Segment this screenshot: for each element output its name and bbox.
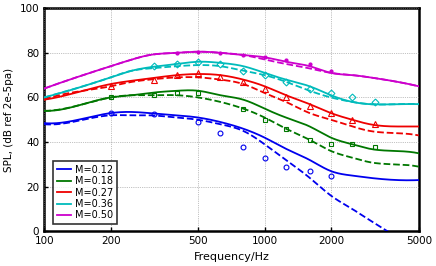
Legend: M=0.12, M=0.18, M=0.27, M=0.36, M=0.50: M=0.12, M=0.18, M=0.27, M=0.36, M=0.50 (53, 161, 117, 224)
Y-axis label: SPL, (dB ref 2e-5pa): SPL, (dB ref 2e-5pa) (4, 68, 14, 172)
X-axis label: Frequency/Hz: Frequency/Hz (194, 252, 269, 262)
